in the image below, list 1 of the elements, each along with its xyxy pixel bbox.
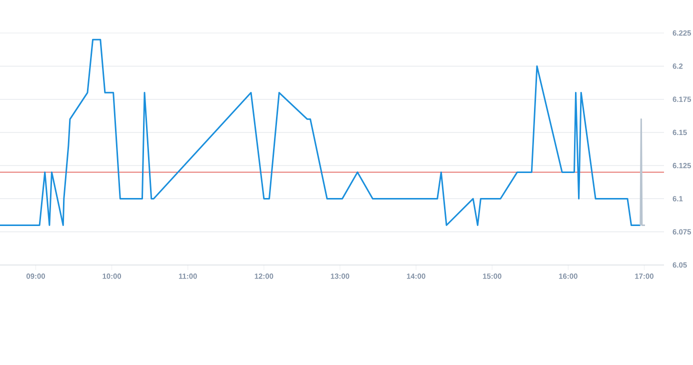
- line-series: [0, 38, 642, 226]
